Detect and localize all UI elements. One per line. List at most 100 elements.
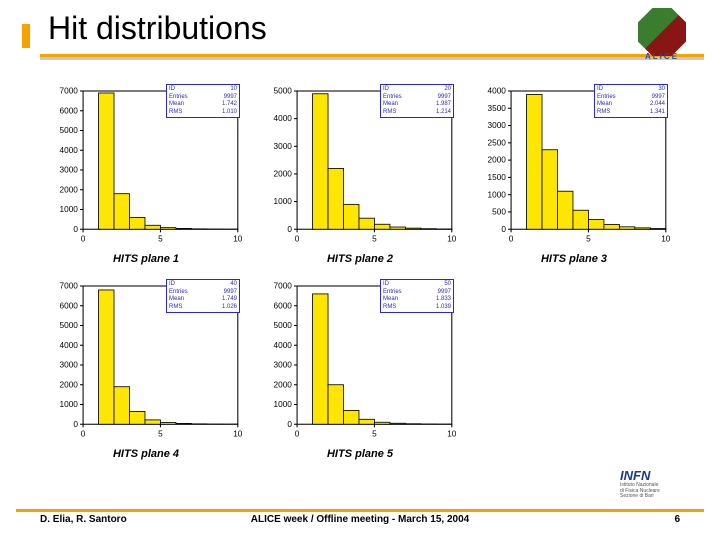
svg-text:2000: 2000 — [274, 170, 293, 179]
stat-box: ID50Entries9997Mean1.833RMS1.039 — [380, 279, 454, 313]
svg-text:5000: 5000 — [60, 321, 79, 330]
svg-text:5: 5 — [586, 235, 591, 244]
svg-text:1000: 1000 — [60, 205, 79, 214]
stat-row: Mean1.987 — [383, 101, 451, 109]
stat-box: ID20Entries9997Mean1.987RMS1.214 — [380, 84, 454, 118]
svg-text:5: 5 — [372, 430, 377, 439]
svg-text:5000: 5000 — [60, 126, 79, 135]
stat-row: Entries9997 — [169, 289, 237, 297]
svg-text:1000: 1000 — [60, 400, 79, 409]
svg-text:5: 5 — [158, 430, 163, 439]
stat-row: RMS1.214 — [383, 109, 451, 117]
svg-text:500: 500 — [492, 208, 506, 217]
charts-grid: 010002000300040005000600070000510HITS pl… — [48, 80, 672, 460]
stat-row: Mean1.749 — [169, 296, 237, 304]
svg-text:5000: 5000 — [274, 321, 293, 330]
svg-text:7000: 7000 — [60, 87, 79, 96]
svg-text:3000: 3000 — [60, 361, 79, 370]
svg-text:2000: 2000 — [274, 380, 293, 389]
svg-text:0: 0 — [509, 235, 514, 244]
svg-text:5: 5 — [372, 235, 377, 244]
footer-meeting: ALICE week / Offline meeting - March 15,… — [0, 514, 720, 525]
svg-text:4000: 4000 — [274, 341, 293, 350]
alice-logo: ALICE — [632, 8, 692, 66]
svg-text:1000: 1000 — [274, 400, 293, 409]
svg-text:7000: 7000 — [60, 282, 79, 291]
footer-line — [16, 509, 704, 512]
slide: Hit distributions ALICE 0100020003000400… — [0, 0, 720, 540]
svg-text:1000: 1000 — [274, 197, 293, 206]
svg-text:0: 0 — [287, 225, 292, 234]
svg-text:4000: 4000 — [60, 341, 79, 350]
title-wrap: Hit distributions — [48, 10, 700, 47]
svg-text:10: 10 — [233, 235, 243, 244]
svg-text:3500: 3500 — [488, 104, 507, 113]
stat-row: Entries9997 — [169, 94, 237, 102]
histogram: 050010001500200025003000350040000510HITS… — [476, 80, 672, 265]
svg-text:0: 0 — [81, 235, 86, 244]
histogram: 0 1000 2000 3000 4000 5000 0 5 10 HITS plane 2 ID2… — [262, 80, 458, 265]
histogram-label: HITS plane 2 — [262, 253, 458, 265]
infn-logo-text: INFN — [620, 468, 692, 483]
alice-logo-icon — [638, 8, 686, 56]
svg-text:5: 5 — [158, 235, 163, 244]
svg-text:6000: 6000 — [274, 301, 293, 310]
stat-row: Mean1.742 — [169, 101, 237, 109]
histogram-label: HITS plane 1 — [48, 253, 244, 265]
stat-row: Entries9997 — [383, 94, 451, 102]
stat-row: Entries9997 — [383, 289, 451, 297]
stat-row: Mean2.044 — [597, 101, 665, 109]
stat-row: ID30 — [597, 86, 665, 94]
svg-text:3000: 3000 — [274, 142, 293, 151]
svg-text:0: 0 — [73, 225, 78, 234]
histogram-label: HITS plane 4 — [48, 448, 244, 460]
stat-row: Mean1.833 — [383, 296, 451, 304]
svg-text:0: 0 — [73, 420, 78, 429]
svg-text:5000: 5000 — [274, 87, 293, 96]
svg-text:4000: 4000 — [274, 114, 293, 123]
svg-text:1500: 1500 — [488, 173, 507, 182]
svg-text:0: 0 — [295, 430, 300, 439]
footer: D. Elia, R. Santoro ALICE week / Offline… — [0, 514, 720, 534]
svg-text:6000: 6000 — [60, 301, 79, 310]
svg-text:6000: 6000 — [60, 106, 79, 115]
side-accent — [22, 24, 30, 48]
svg-text:2000: 2000 — [488, 156, 507, 165]
svg-text:2500: 2500 — [488, 138, 507, 147]
stat-row: ID10 — [169, 86, 237, 94]
svg-text:10: 10 — [447, 235, 457, 244]
stat-box: ID10Entries9997Mean1.742RMS1.010 — [166, 84, 240, 118]
histogram: 010002000300040005000600070000510HITS pl… — [48, 275, 244, 460]
stat-row: RMS1.010 — [169, 109, 237, 117]
stat-row: ID50 — [383, 281, 451, 289]
infn-logo: INFN Istituto Nazionale di Fisica Nuclea… — [620, 468, 692, 502]
svg-text:3000: 3000 — [488, 121, 507, 130]
title-underline — [40, 54, 704, 60]
stat-row: Entries9997 — [597, 94, 665, 102]
svg-text:3000: 3000 — [60, 166, 79, 175]
histogram-label: HITS plane 5 — [262, 448, 458, 460]
stat-row: RMS1.026 — [169, 304, 237, 312]
svg-text:10: 10 — [447, 430, 457, 439]
svg-text:0: 0 — [81, 430, 86, 439]
histogram: 0 1000 2000 3000 4000 5000 6000 7000 0 5 10 HITS pl… — [262, 275, 458, 460]
svg-text:10: 10 — [661, 235, 671, 244]
svg-text:0: 0 — [295, 235, 300, 244]
histogram-label: HITS plane 3 — [476, 253, 672, 265]
slide-title: Hit distributions — [48, 10, 267, 46]
svg-text:0: 0 — [287, 420, 292, 429]
stat-box: ID30Entries9997Mean2.044RMS1.341 — [594, 84, 668, 118]
stat-box: ID40Entries9997Mean1.749RMS1.026 — [166, 279, 240, 313]
svg-text:0: 0 — [501, 225, 506, 234]
stat-row: ID40 — [169, 281, 237, 289]
stat-row: RMS1.039 — [383, 304, 451, 312]
stat-row: ID20 — [383, 86, 451, 94]
svg-text:7000: 7000 — [274, 282, 293, 291]
svg-text:4000: 4000 — [488, 87, 507, 96]
footer-page-number: 6 — [674, 514, 680, 525]
svg-text:3000: 3000 — [274, 361, 293, 370]
histogram: 010002000300040005000600070000510HITS pl… — [48, 80, 244, 265]
svg-text:2000: 2000 — [60, 380, 79, 389]
infn-logo-sub3: Sezione di Bari — [620, 494, 692, 500]
svg-text:2000: 2000 — [60, 185, 79, 194]
